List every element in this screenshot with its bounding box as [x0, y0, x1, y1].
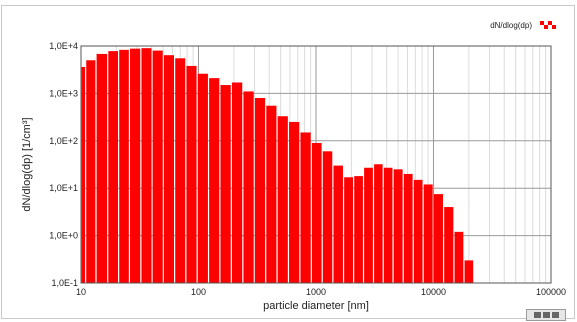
bar: [433, 194, 443, 283]
bar: [130, 48, 141, 283]
bar: [119, 49, 129, 284]
bar: [186, 65, 197, 283]
bar: [311, 142, 322, 283]
bar: [374, 164, 383, 283]
tick-labels: 10 100 1000 10000 100000 1,0E-1 1,0E+0 1,0E+1 1,…: [49, 41, 566, 297]
x-tick-label: 100: [191, 287, 206, 297]
chart: 10 100 1000 10000 100000 1,0E-1 1,0E+0 1,0E+1 1,…: [21, 21, 566, 312]
bar: [300, 132, 311, 283]
bar: [152, 50, 163, 283]
bar: [220, 85, 231, 283]
legend-swatch-block: [548, 21, 552, 25]
y-tick-label: 1,0E-1: [51, 278, 78, 288]
grid-icon: [533, 312, 541, 318]
bar: [354, 176, 363, 283]
bar: [344, 177, 354, 283]
x-tick-label: 10: [76, 287, 86, 297]
y-axis-label: dN/dlog(dp) [1/cm³]: [21, 117, 33, 211]
legend-swatch-block: [544, 25, 548, 29]
grid-icon: [542, 312, 550, 318]
bars: [81, 48, 474, 284]
bar: [403, 173, 413, 283]
bar: [231, 82, 243, 284]
x-axis-label: particle diameter [nm]: [263, 300, 369, 312]
bar: [277, 116, 288, 283]
bar: [289, 121, 300, 283]
chart-frame: 10 100 1000 10000 100000 1,0E-1 1,0E+0 1,0E+1 1,…: [1, 5, 575, 321]
bar: [108, 51, 119, 283]
bar: [454, 231, 464, 283]
bar: [413, 179, 423, 283]
x-tick-label: 1000: [306, 287, 326, 297]
plot-border: [80, 45, 552, 284]
legend: dN/dlog(dp): [490, 21, 556, 30]
bar: [197, 73, 208, 284]
legend-swatch-icon: [540, 21, 556, 29]
bar: [364, 167, 373, 283]
bar: [141, 48, 152, 284]
y-tick-label: 1,0E+3: [49, 88, 78, 98]
bar: [322, 151, 333, 283]
bar: [209, 78, 220, 284]
bar: [266, 105, 277, 283]
bar: [81, 67, 86, 283]
y-tick-label: 1,0E+4: [49, 41, 78, 51]
legend-swatch-block: [540, 21, 544, 25]
legend-swatch-block: [552, 25, 556, 29]
bar: [464, 260, 474, 283]
x-tick-label: 10000: [421, 287, 446, 297]
bar: [243, 91, 254, 283]
bar: [96, 53, 108, 283]
bar: [175, 58, 186, 283]
bar: [444, 207, 454, 283]
bar: [393, 169, 403, 283]
bar: [333, 165, 343, 283]
bar: [86, 60, 96, 283]
x-tick-label: 100000: [536, 287, 566, 297]
bar: [254, 97, 266, 284]
y-tick-label: 1,0E+1: [49, 183, 78, 193]
bar: [383, 167, 393, 283]
bar: [423, 184, 433, 283]
export-grid-button[interactable]: [526, 309, 566, 321]
y-tick-label: 1,0E+2: [49, 136, 78, 146]
legend-label: dN/dlog(dp): [490, 21, 532, 30]
y-tick-label: 1,0E+0: [49, 231, 78, 241]
bar: [163, 55, 175, 283]
grid-icon: [551, 312, 559, 318]
